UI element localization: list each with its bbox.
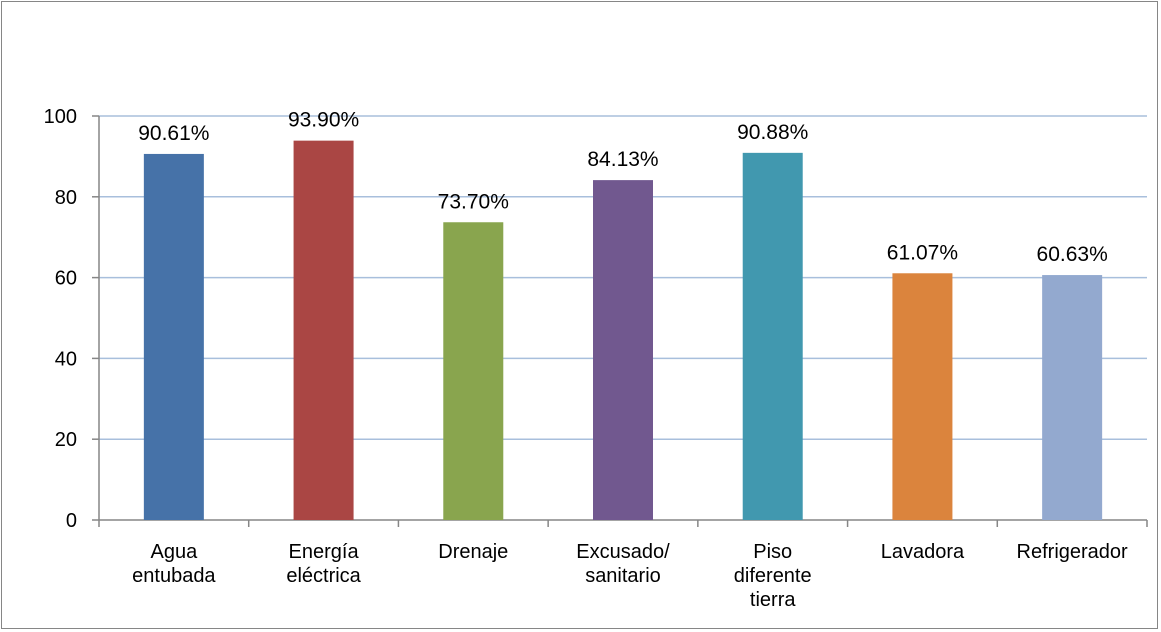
x-category-label-5-line-0: Lavadora xyxy=(881,541,965,563)
x-category-label-4-line-0: Piso xyxy=(753,541,792,563)
data-label-4: 90.88% xyxy=(737,121,808,144)
bar-3 xyxy=(593,180,653,520)
bar-1 xyxy=(293,140,354,521)
x-category-label-2-line-0: Drenaje xyxy=(438,541,508,563)
data-label-5: 61.07% xyxy=(887,241,958,264)
x-category-label-6-line-0: Refrigerador xyxy=(1017,541,1129,563)
y-tick-label-0: 0 xyxy=(66,510,77,532)
y-tick-label-40: 40 xyxy=(55,348,77,370)
y-tick-label-60: 60 xyxy=(55,268,77,290)
bar-0 xyxy=(143,153,204,520)
x-category-label-4-line-1: diferente xyxy=(734,565,812,587)
y-tick-label-80: 80 xyxy=(55,187,77,209)
x-category-label-1-line-1: eléctrica xyxy=(286,565,361,587)
y-tick-label-100: 100 xyxy=(44,106,77,128)
bar-2 xyxy=(443,222,504,520)
x-category-label-3-line-0: Excusado/ xyxy=(576,541,670,563)
bar-4 xyxy=(742,152,803,521)
x-category-label-0-line-1: entubada xyxy=(132,565,216,587)
data-label-0: 90.61% xyxy=(138,122,209,145)
x-category-label-3-line-1: sanitario xyxy=(585,565,661,587)
bars xyxy=(143,140,1103,521)
x-category-label-0-line-0: Agua xyxy=(150,541,198,563)
data-label-3: 84.13% xyxy=(587,148,658,171)
data-label-6: 60.63% xyxy=(1037,243,1108,266)
data-label-1: 93.90% xyxy=(288,109,359,132)
data-label-2: 73.70% xyxy=(438,190,509,213)
bar-5 xyxy=(892,273,953,520)
bar-6 xyxy=(1042,275,1103,520)
x-category-label-4-line-2: tierra xyxy=(750,589,796,611)
y-tick-label-20: 20 xyxy=(55,429,77,451)
x-category-label-1-line-0: Energía xyxy=(289,541,360,563)
